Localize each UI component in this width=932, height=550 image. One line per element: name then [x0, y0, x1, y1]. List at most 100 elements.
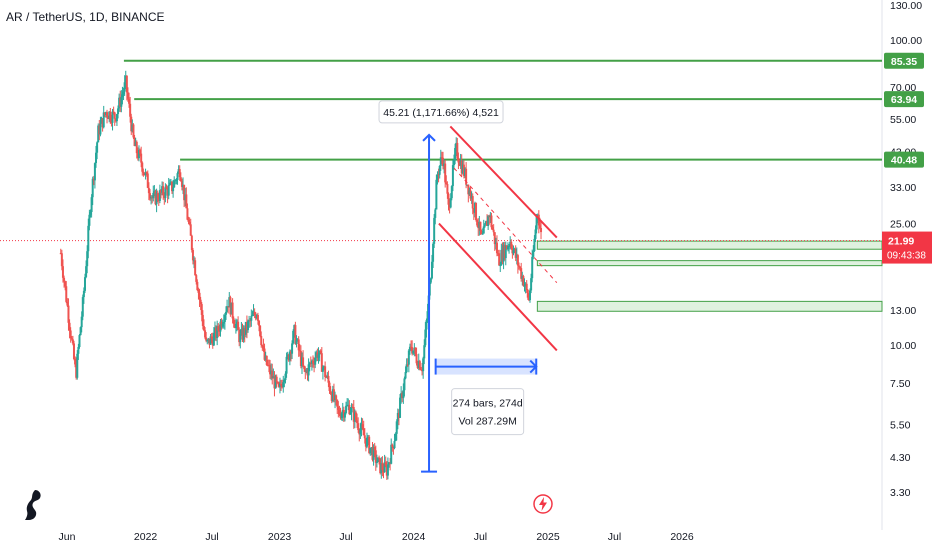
candle — [224, 306, 227, 320]
candle — [298, 344, 301, 357]
x-tick-label-7: 2025 — [536, 531, 560, 543]
candle — [151, 195, 154, 204]
candle-body — [171, 181, 174, 192]
y-tick-label-9: 7.50 — [890, 378, 911, 390]
candle-body — [341, 409, 344, 414]
candle — [248, 315, 251, 328]
candle-body — [121, 94, 124, 98]
channel-mid-line — [453, 167, 558, 284]
candle-body — [175, 180, 178, 182]
candle-body — [444, 163, 447, 183]
candle-body — [433, 217, 436, 244]
candle — [221, 319, 224, 329]
candle-body — [362, 428, 365, 436]
candle-body — [411, 347, 414, 354]
candle-body — [251, 315, 254, 317]
candle — [150, 195, 153, 205]
candle — [506, 242, 509, 252]
candle-body — [339, 414, 342, 418]
candle-body — [536, 214, 539, 217]
candle-body — [204, 330, 207, 338]
candle — [233, 319, 236, 329]
x-tick-label-5: 2024 — [402, 531, 426, 543]
candle-body — [412, 350, 415, 354]
y-tick-label-2: 70.00 — [890, 82, 916, 94]
candle — [373, 442, 376, 458]
candle — [293, 324, 296, 338]
candle — [242, 325, 245, 343]
candle — [385, 460, 388, 480]
candle-body — [467, 184, 470, 195]
candle — [95, 145, 98, 168]
candle — [304, 366, 307, 380]
candle — [426, 303, 429, 323]
candle-body — [218, 330, 221, 332]
candle — [87, 218, 90, 259]
candle — [454, 143, 457, 165]
candle-body — [400, 393, 403, 398]
candle — [90, 194, 93, 218]
candle — [75, 357, 78, 380]
candle-body — [151, 196, 154, 199]
candle-body — [125, 75, 128, 93]
candle-body — [365, 437, 368, 447]
candle — [97, 123, 100, 143]
candle — [495, 235, 498, 257]
candle — [323, 365, 326, 371]
candle-body — [482, 226, 485, 234]
candle-body — [292, 330, 295, 344]
candle — [380, 457, 383, 479]
candle — [165, 184, 168, 190]
candle-body — [238, 329, 241, 343]
candle — [305, 368, 308, 374]
flash-alert-icon[interactable] — [533, 494, 553, 514]
candle — [107, 115, 110, 120]
candle — [230, 302, 233, 315]
candle-body — [458, 162, 461, 166]
candle — [429, 277, 432, 285]
candle-body — [359, 429, 362, 435]
candle-body — [489, 215, 492, 218]
candle — [213, 321, 216, 341]
date-range-bars-label: 274 bars, 274d — [453, 398, 523, 410]
candle — [71, 335, 74, 346]
candle — [158, 184, 161, 204]
candle-body — [124, 75, 127, 83]
candle — [269, 359, 272, 379]
tradingview-logo-icon[interactable] — [22, 488, 48, 522]
candle — [419, 366, 422, 371]
candle-body — [101, 118, 104, 128]
candle — [430, 254, 433, 280]
candle-body — [199, 299, 202, 305]
candle-body — [374, 450, 377, 463]
candle-body — [90, 197, 93, 212]
candle — [346, 398, 349, 407]
candle — [177, 165, 180, 174]
candle-body — [391, 444, 394, 447]
candle — [122, 87, 125, 101]
candle-body — [209, 336, 212, 345]
candle — [61, 259, 64, 283]
candle-body — [190, 235, 193, 250]
candle-body — [274, 376, 277, 389]
candle-body — [288, 351, 291, 361]
candle — [175, 178, 178, 185]
candles — [59, 70, 543, 480]
candle-body — [358, 430, 361, 435]
candle-body — [182, 184, 185, 187]
candle — [330, 392, 333, 404]
candle-body — [312, 360, 315, 364]
candle-body — [405, 364, 408, 373]
candle — [424, 322, 427, 348]
candle — [511, 244, 514, 259]
candle-body — [459, 160, 462, 166]
candle — [262, 338, 265, 352]
candle — [137, 145, 140, 162]
candle — [473, 201, 476, 218]
candle-body — [334, 395, 337, 401]
candle-body — [498, 253, 501, 266]
candle — [402, 383, 405, 404]
candle-body — [296, 339, 299, 341]
candle — [104, 111, 107, 118]
